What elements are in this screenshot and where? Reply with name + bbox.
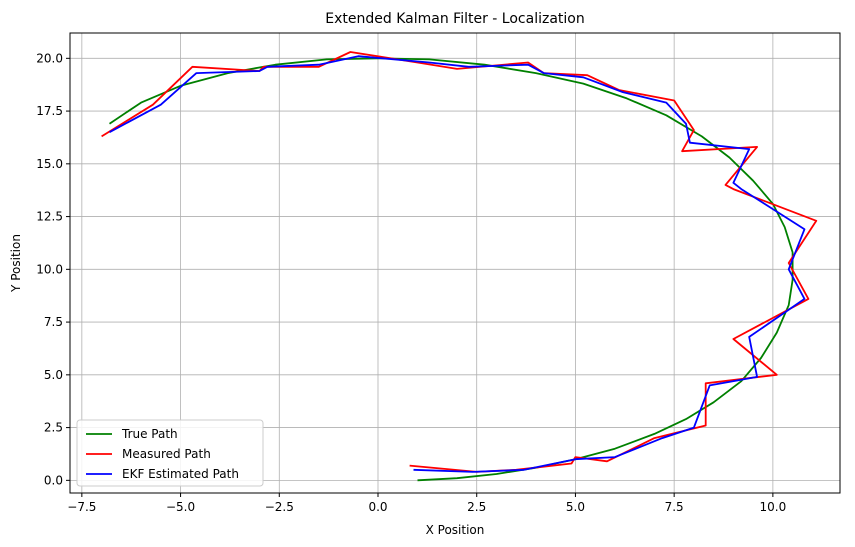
- legend-label-ekf-estimated-path: EKF Estimated Path: [122, 467, 239, 481]
- legend: True Path Measured Path EKF Estimated Path: [76, 419, 264, 487]
- x-tick-label: −7.5: [67, 500, 96, 514]
- legend-label-true-path: True Path: [121, 427, 178, 441]
- y-tick-label: 20.0: [36, 51, 63, 65]
- legend-box: [76, 419, 264, 487]
- x-tick-label: 10.0: [760, 500, 787, 514]
- y-tick-label: 0.0: [44, 473, 63, 487]
- x-tick-label: 2.5: [467, 500, 486, 514]
- y-tick-label: 7.5: [44, 315, 63, 329]
- series-lines: [101, 51, 818, 482]
- x-tick-label: 7.5: [665, 500, 684, 514]
- plot-frame: [69, 32, 841, 494]
- y-tick-label: 17.5: [36, 104, 63, 118]
- ekf-estimated-path-line: [109, 55, 806, 473]
- y-tick-label: 15.0: [36, 157, 63, 171]
- y-tick-label: 12.5: [36, 210, 63, 224]
- x-tick-label: 5.0: [566, 500, 585, 514]
- y-tick-label: 2.5: [44, 421, 63, 435]
- x-tick-label: 0.0: [368, 500, 387, 514]
- y-tick-label: 10.0: [36, 262, 63, 276]
- y-tick-label: 5.0: [44, 368, 63, 382]
- x-tick-label: −2.5: [265, 500, 294, 514]
- y-axis-label: Y Position: [9, 234, 23, 293]
- axis-ticks: −7.5 −5.0 −2.5 0.0 2.5 5.0 7.5 10.0 0.0 2.5 5.0 7.5…: [36, 51, 786, 514]
- x-tick-label: −5.0: [166, 500, 195, 514]
- legend-label-measured-path: Measured Path: [122, 447, 211, 461]
- chart-title: Extended Kalman Filter - Localization: [325, 11, 584, 27]
- x-axis-label: X Position: [426, 523, 485, 537]
